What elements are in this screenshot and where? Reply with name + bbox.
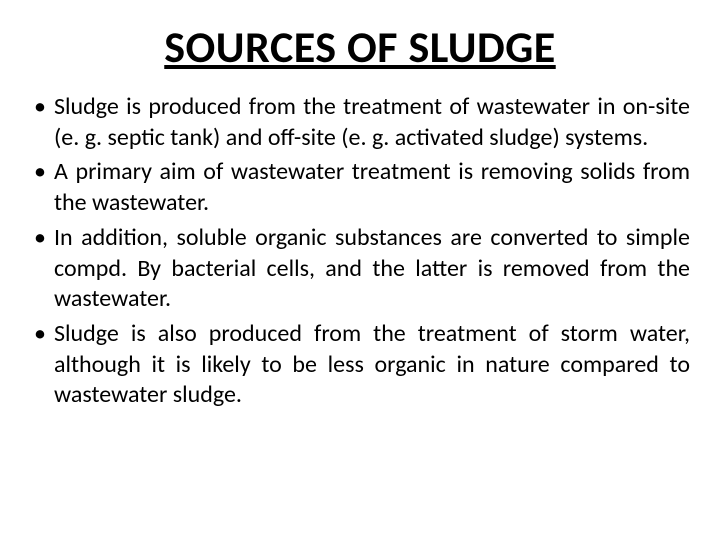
list-item: Sludge is also produced from the treatme… [30,319,690,411]
slide-title: SOURCES OF SLUDGE [30,20,690,74]
list-item: Sludge is produced from the treatment of… [30,92,690,153]
list-item: In addition, soluble organic substances … [30,223,690,315]
bullet-list: Sludge is produced from the treatment of… [30,92,690,411]
list-item: A primary aim of wastewater treatment is… [30,157,690,218]
